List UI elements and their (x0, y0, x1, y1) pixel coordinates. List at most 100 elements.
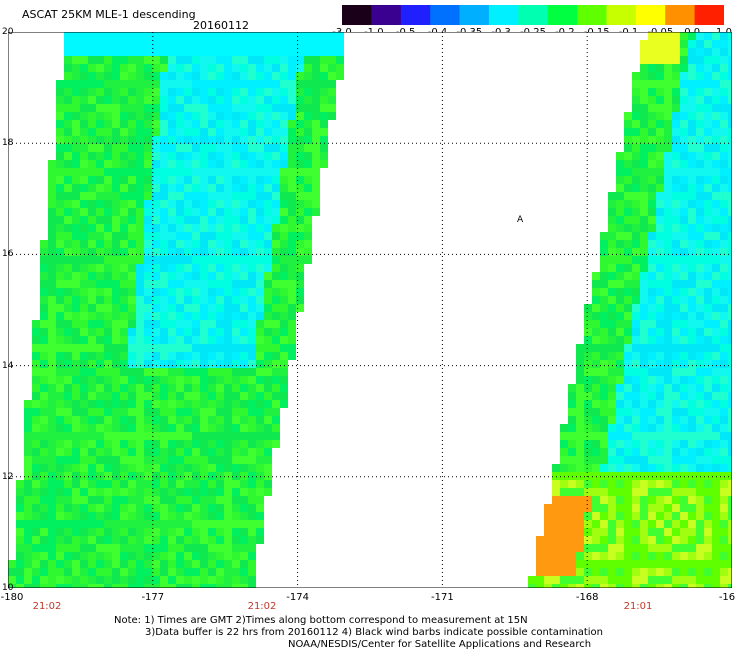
swath-cell (272, 136, 280, 144)
swath-cell (16, 488, 24, 496)
swath-cell (576, 464, 584, 472)
swath-cell (72, 320, 80, 328)
swath-cell (728, 256, 732, 264)
swath-cell (232, 32, 240, 40)
swath-cell (136, 152, 144, 160)
swath-cell (96, 528, 104, 536)
swath-cell (288, 176, 296, 184)
swath-cell (224, 280, 232, 288)
swath-cell (168, 352, 176, 360)
swath-cell (672, 232, 680, 240)
swath-cell (712, 384, 720, 392)
swath-cell (80, 176, 88, 184)
swath-cell (648, 296, 656, 304)
swath-cell (88, 440, 96, 448)
swath-cell (624, 520, 632, 528)
swath-cell (40, 240, 48, 248)
swath-cell (192, 400, 200, 408)
swath-cell (120, 152, 128, 160)
swath-cell (224, 80, 232, 88)
swath-cell (240, 392, 248, 400)
swath-cell (104, 320, 112, 328)
swath-cell (296, 184, 304, 192)
swath-cell (224, 96, 232, 104)
swath-cell (608, 384, 616, 392)
swath-cell (256, 480, 264, 488)
swath-cell (224, 248, 232, 256)
swath-cell (176, 496, 184, 504)
swath-cell (264, 240, 272, 248)
swath-cell (176, 88, 184, 96)
swath-cell (664, 224, 672, 232)
swath-cell (72, 56, 80, 64)
swath-cell (624, 184, 632, 192)
swath-cell (696, 80, 704, 88)
swath-cell (56, 240, 64, 248)
swath-cell (656, 440, 664, 448)
colorbar-swatch (547, 5, 578, 25)
swath-cell (608, 552, 616, 560)
swath-cell (232, 416, 240, 424)
swath-cell (248, 520, 256, 528)
swath-cell (600, 368, 608, 376)
swath-cell (656, 472, 664, 480)
swath-cell (712, 560, 720, 568)
swath-cell (208, 536, 216, 544)
swath-cell (40, 408, 48, 416)
swath-cell (200, 184, 208, 192)
swath-cell (168, 576, 176, 584)
swath-cell (632, 128, 640, 136)
swath-cell (568, 560, 576, 568)
swath-cell (248, 344, 256, 352)
swath-cell (224, 144, 232, 152)
swath-cell (272, 56, 280, 64)
swath-cell (120, 320, 128, 328)
swath-cell (32, 544, 40, 552)
swath-cell (232, 352, 240, 360)
swath-cell (176, 552, 184, 560)
swath-cell (32, 560, 40, 568)
swath-cell (152, 504, 160, 512)
swath-cell (144, 328, 152, 336)
swath-cell (112, 216, 120, 224)
swath-cell (688, 256, 696, 264)
swath-cell (168, 136, 176, 144)
swath-cell (624, 344, 632, 352)
swath-cell (696, 360, 704, 368)
swath-cell (552, 576, 560, 584)
swath-cell (624, 440, 632, 448)
swath-cell (88, 504, 96, 512)
swath-cell (184, 528, 192, 536)
swath-cell (208, 192, 216, 200)
swath-cell (648, 272, 656, 280)
swath-cell (152, 480, 160, 488)
swath-cell (104, 168, 112, 176)
swath-cell (72, 440, 80, 448)
swath-cell (232, 72, 240, 80)
swath-cell (208, 208, 216, 216)
swath-cell (264, 296, 272, 304)
wind-map[interactable]: A (8, 32, 732, 588)
swath-cell (544, 560, 552, 568)
swath-cell (80, 272, 88, 280)
swath-cell (88, 544, 96, 552)
swath-cell (88, 104, 96, 112)
swath-cell (72, 208, 80, 216)
swath-cell (184, 40, 192, 48)
swath-cell (160, 344, 168, 352)
swath-cell (688, 192, 696, 200)
swath-cell (232, 168, 240, 176)
swath-cell (272, 152, 280, 160)
swath-cell (136, 464, 144, 472)
swath-cell (712, 112, 720, 120)
swath-cell (184, 544, 192, 552)
swath-cell (96, 184, 104, 192)
swath-cell (576, 544, 584, 552)
swath-cell (184, 440, 192, 448)
swath-cell (704, 528, 712, 536)
swath-cell (608, 336, 616, 344)
swath-cell (160, 376, 168, 384)
swath-cell (640, 384, 648, 392)
swath-cell (728, 416, 732, 424)
colorbar-swatch (371, 5, 402, 25)
